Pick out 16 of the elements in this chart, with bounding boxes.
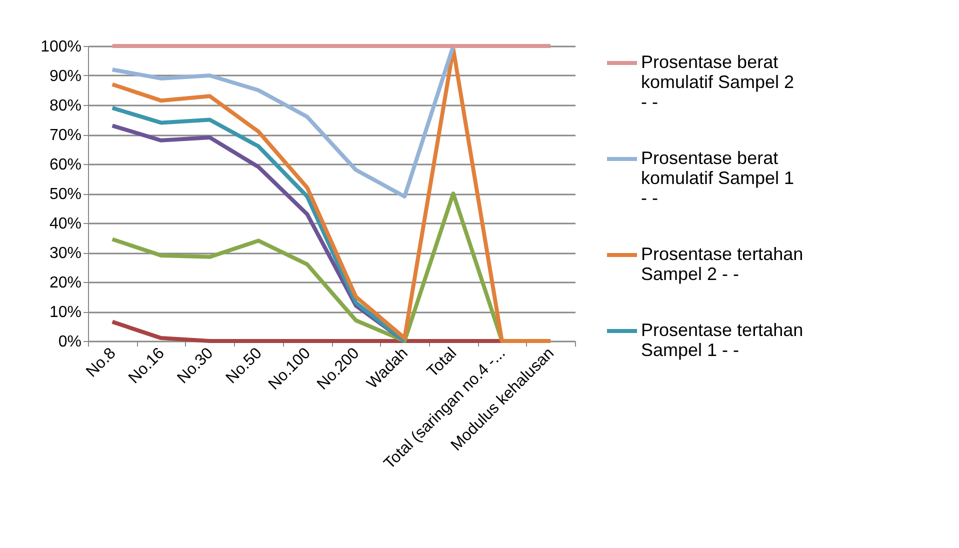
line-series: [110, 46, 553, 343]
legend-label: Prosentase berat komulatif Sampel 2 - -: [641, 52, 794, 112]
y-tick-label: 10%: [49, 304, 82, 321]
y-tick-label: 80%: [49, 98, 82, 114]
legend-label: Prosentase tertahan Sampel 1 - -: [641, 320, 804, 360]
y-tick-label: 30%: [49, 245, 82, 262]
y-tick-label: 100%: [40, 38, 82, 56]
y-tick-label: 20%: [49, 274, 82, 292]
y-tick-label: 0%: [58, 334, 82, 350]
legend-label: Prosentase berat komulatif Sampel 1 - -: [641, 148, 794, 208]
y-tick-label: 90%: [49, 68, 82, 85]
y-tick-label: 60%: [49, 156, 82, 174]
y-tick-label: 40%: [49, 216, 82, 232]
legend-label: Prosentase tertahan Sampel 2 - -: [641, 244, 804, 284]
y-tick-label: 50%: [49, 186, 82, 203]
y-tick-label: 70%: [49, 127, 82, 144]
